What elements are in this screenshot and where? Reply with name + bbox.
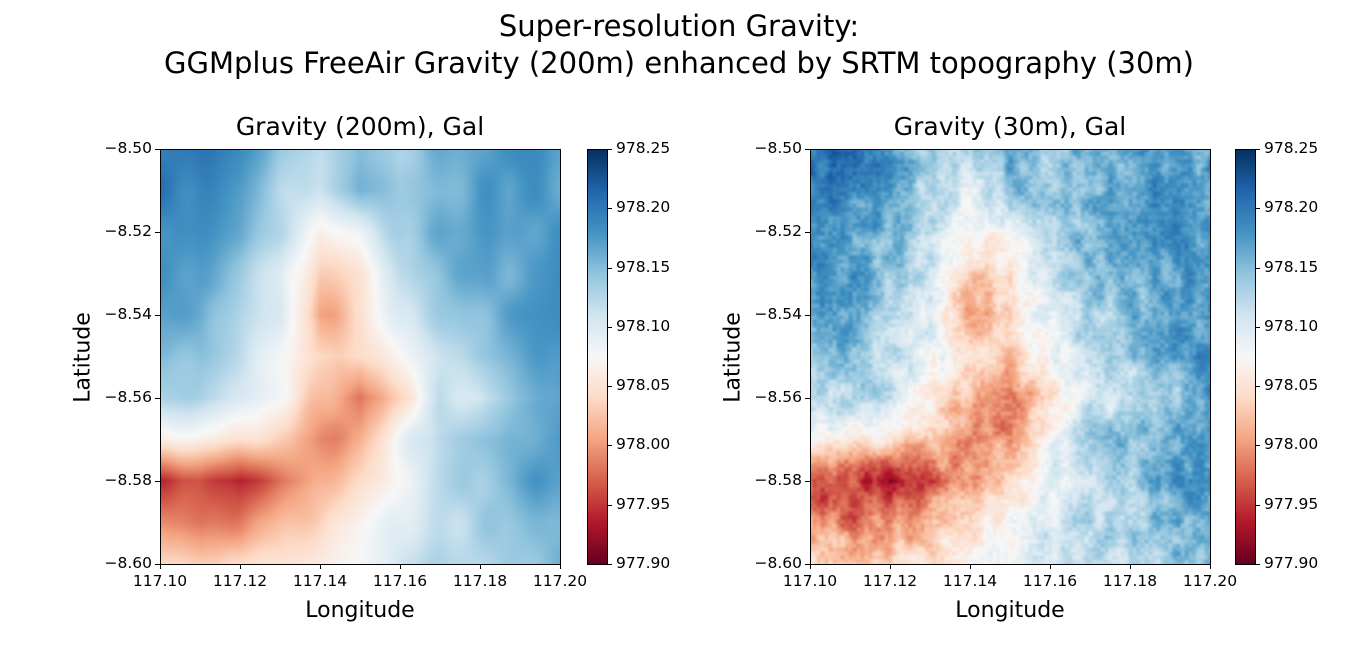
colorbar-tick-mark — [1255, 445, 1260, 447]
colorbar-0 — [587, 149, 607, 564]
y-tick-mark — [805, 149, 810, 150]
y-tick-label: −8.50 — [104, 139, 153, 157]
colorbar-tick-mark — [1255, 564, 1260, 565]
y-tick-label: −8.58 — [104, 471, 153, 489]
x-tick-label: 117.12 — [212, 572, 268, 590]
colorbar-tick-mark — [607, 208, 612, 210]
y-tick-mark — [805, 481, 810, 482]
x-tick-label: 117.18 — [452, 572, 508, 590]
colorbar-tick-label: 978.00 — [1264, 435, 1319, 454]
y-tick-label: −8.60 — [754, 554, 803, 572]
x-tick-mark — [1050, 564, 1051, 569]
x-tick-mark — [810, 564, 811, 569]
y-tick-mark — [155, 232, 160, 233]
colorbar-tick-mark — [1255, 149, 1260, 150]
y-tick-mark — [155, 315, 160, 316]
y-tick-mark — [805, 564, 810, 565]
colorbar-1 — [1235, 149, 1255, 564]
y-tick-label: −8.50 — [754, 139, 803, 157]
x-tick-mark — [1210, 564, 1211, 569]
y-tick-mark — [155, 481, 160, 482]
y-axis-label-1: Latitude — [720, 312, 746, 403]
subplot-title-1: Gravity (30m), Gal — [893, 112, 1127, 141]
figure-title-line2: GGMplus FreeAir Gravity (200m) enhanced … — [164, 46, 1194, 80]
y-tick-label: −8.58 — [754, 471, 803, 489]
y-tick-label: −8.56 — [754, 388, 803, 406]
colorbar-tick-label: 978.00 — [616, 435, 671, 454]
colorbar-tick-label: 978.10 — [1264, 316, 1319, 335]
colorbar-tick-label: 978.15 — [1264, 257, 1319, 276]
x-tick-mark — [890, 564, 891, 569]
y-tick-mark — [805, 232, 810, 233]
colorbar-tick-label: 978.05 — [616, 376, 671, 395]
colorbar-tick-mark — [607, 149, 612, 150]
colorbar-tick-mark — [607, 445, 612, 447]
x-tick-mark — [560, 564, 561, 569]
x-tick-label: 117.14 — [942, 572, 998, 590]
x-tick-mark — [970, 564, 971, 569]
heatmap-1 — [810, 149, 1210, 564]
colorbar-tick-mark — [607, 386, 612, 388]
y-tick-label: −8.56 — [104, 388, 153, 406]
colorbar-tick-label: 978.25 — [616, 139, 671, 157]
x-tick-label: 117.10 — [782, 572, 838, 590]
figure-title-line1: Super-resolution Gravity: — [498, 9, 860, 43]
x-tick-label: 117.10 — [132, 572, 188, 590]
colorbar-tick-label: 977.95 — [616, 494, 671, 513]
x-tick-mark — [1130, 564, 1131, 569]
x-tick-mark — [400, 564, 401, 569]
y-tick-label: −8.60 — [104, 554, 153, 572]
colorbar-tick-label: 977.95 — [1264, 494, 1319, 513]
y-tick-mark — [155, 149, 160, 150]
colorbar-tick-label: 977.90 — [1264, 554, 1319, 572]
y-tick-label: −8.52 — [104, 222, 153, 240]
x-tick-label: 117.20 — [532, 572, 588, 590]
x-tick-label: 117.18 — [1102, 572, 1158, 590]
y-tick-label: −8.54 — [754, 305, 803, 323]
x-tick-mark — [320, 564, 321, 569]
x-axis-label-0: Longitude — [305, 598, 415, 623]
colorbar-tick-label: 978.20 — [616, 198, 671, 217]
colorbar-tick-label: 978.10 — [616, 316, 671, 335]
x-axis-label-1: Longitude — [955, 598, 1065, 623]
colorbar-tick-label: 978.20 — [1264, 198, 1319, 217]
y-tick-mark — [805, 315, 810, 316]
x-tick-label: 117.12 — [862, 572, 918, 590]
y-tick-label: −8.54 — [104, 305, 153, 323]
colorbar-tick-mark — [1255, 208, 1260, 210]
colorbar-tick-mark — [607, 326, 612, 328]
x-tick-label: 117.16 — [1022, 572, 1078, 590]
colorbar-tick-label: 977.90 — [616, 554, 671, 572]
subplot-title-0: Gravity (200m), Gal — [235, 112, 485, 141]
colorbar-tick-label: 978.15 — [616, 257, 671, 276]
x-tick-mark — [160, 564, 161, 569]
colorbar-tick-label: 978.25 — [1264, 139, 1319, 157]
colorbar-tick-mark — [1255, 267, 1260, 269]
colorbar-tick-mark — [1255, 504, 1260, 506]
x-tick-label: 117.20 — [1182, 572, 1238, 590]
colorbar-tick-mark — [1255, 386, 1260, 388]
colorbar-tick-mark — [1255, 326, 1260, 328]
colorbar-tick-label: 978.05 — [1264, 376, 1319, 395]
y-tick-label: −8.52 — [754, 222, 803, 240]
x-tick-label: 117.16 — [372, 572, 428, 590]
y-tick-mark — [155, 564, 160, 565]
y-tick-mark — [805, 398, 810, 399]
heatmap-0 — [160, 149, 560, 564]
colorbar-tick-mark — [607, 564, 612, 565]
colorbar-tick-mark — [607, 267, 612, 269]
x-tick-label: 117.14 — [292, 572, 348, 590]
y-tick-mark — [155, 398, 160, 399]
x-tick-mark — [240, 564, 241, 569]
x-tick-mark — [480, 564, 481, 569]
colorbar-tick-mark — [607, 504, 612, 506]
y-axis-label-0: Latitude — [70, 312, 96, 403]
